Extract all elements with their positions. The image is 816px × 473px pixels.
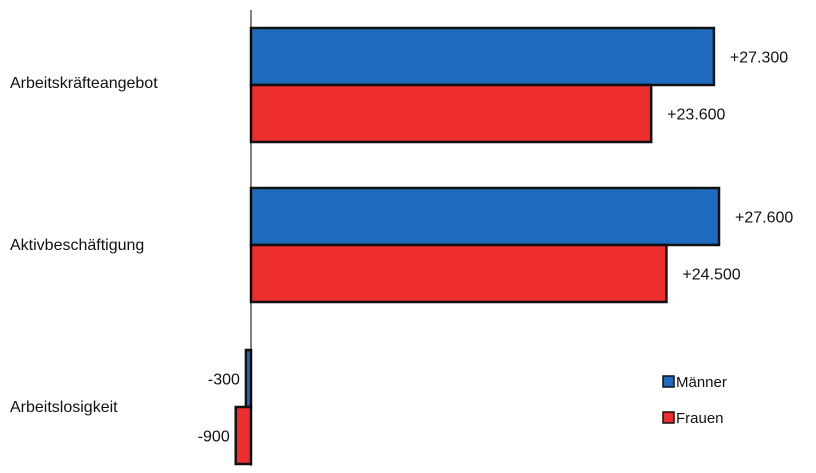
legend: Männer Frauen <box>662 374 727 427</box>
category-label-aktivbeschaeftigung: Aktivbeschäftigung <box>10 237 144 254</box>
bar-frauen-arbeitskraefteangebot <box>249 83 653 144</box>
bar-maenner-arbeitslosigkeit <box>244 348 253 409</box>
bar-maenner-aktivbeschaeftigung <box>249 186 721 247</box>
data-label-maenner-arbeitskraefteangebot: +27.300 <box>730 50 788 67</box>
legend-label-frauen: Frauen <box>676 410 724 427</box>
data-label-frauen-arbeitskraefteangebot: +23.600 <box>667 107 725 124</box>
data-label-maenner-arbeitslosigkeit: -300 <box>208 372 240 389</box>
data-label-frauen-arbeitslosigkeit: -900 <box>198 429 230 446</box>
bar-frauen-arbeitslosigkeit <box>234 405 253 466</box>
data-label-maenner-aktivbeschaeftigung: +27.600 <box>735 210 793 227</box>
bars <box>234 26 721 466</box>
category-label-arbeitskraefteangebot: Arbeitskräfteangebot <box>10 75 158 92</box>
legend-label-maenner: Männer <box>676 374 727 391</box>
legend-swatch-maenner <box>662 375 675 388</box>
data-labels: +27.300 +23.600 +27.600 +24.500 -300 -900 <box>198 50 794 446</box>
bar-maenner-arbeitskraefteangebot <box>249 26 716 87</box>
bar-frauen-aktivbeschaeftigung <box>249 243 668 304</box>
category-label-arbeitslosigkeit: Arbeitslosigkeit <box>10 399 118 416</box>
legend-swatch-frauen <box>662 411 675 424</box>
data-label-frauen-aktivbeschaeftigung: +24.500 <box>682 267 740 284</box>
category-labels: Arbeitskräfteangebot Aktivbeschäftigung Ar… <box>10 75 158 416</box>
